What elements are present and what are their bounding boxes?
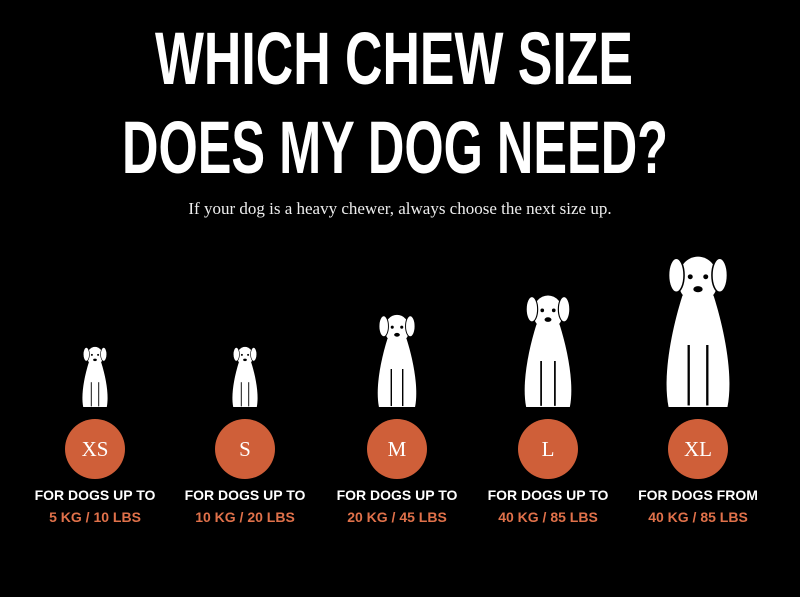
size-label: M: [388, 437, 407, 461]
size-range-heading: FOR DOGS UP TO: [35, 487, 156, 503]
title-line: DOES MY DOG NEED?: [122, 106, 668, 189]
size-range-weight: 40 KG / 85 LBS: [498, 509, 598, 525]
size-range-heading: FOR DOGS FROM: [638, 487, 758, 503]
size-columns: XS FOR DOGS UP TO 5 KG / 10 LBS S FOR DOGS U…: [35, 255, 758, 525]
size-label: XL: [684, 437, 712, 461]
size-label: XS: [82, 437, 109, 461]
size-badge: [518, 419, 578, 479]
size-label: L: [542, 437, 555, 461]
size-badge: [367, 419, 427, 479]
size-range-weight: 5 KG / 10 LBS: [49, 509, 141, 525]
size-range-weight: 20 KG / 45 LBS: [347, 509, 447, 525]
size-range-weight: 10 KG / 20 LBS: [195, 509, 295, 525]
title-line: WHICH CHEW SIZE: [155, 17, 633, 100]
size-badge: [65, 419, 125, 479]
size-range-heading: FOR DOGS UP TO: [488, 487, 609, 503]
size-range-weight: 40 KG / 85 LBS: [648, 509, 748, 525]
dog-icon: [665, 255, 731, 409]
dog-icon: [231, 346, 259, 408]
size-label: S: [239, 437, 251, 461]
subtitle: If your dog is a heavy chewer, always ch…: [188, 199, 611, 218]
dog-icon: [377, 314, 417, 408]
size-badge: [215, 419, 275, 479]
size-badge: [668, 419, 728, 479]
size-range-heading: FOR DOGS UP TO: [337, 487, 458, 503]
size-range-heading: FOR DOGS UP TO: [185, 487, 306, 503]
dog-icon: [523, 294, 573, 408]
dog-icon: [81, 346, 109, 408]
